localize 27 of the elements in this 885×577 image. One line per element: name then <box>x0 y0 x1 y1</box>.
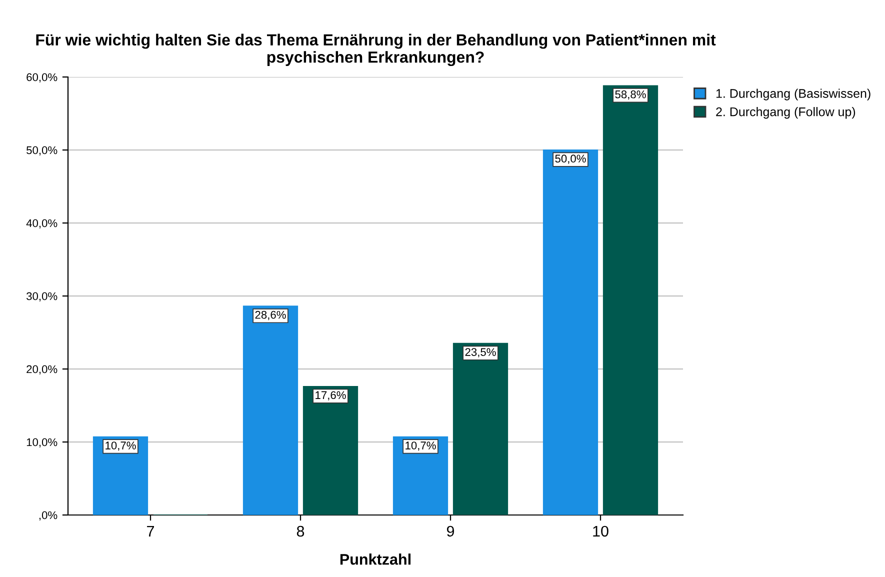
y-tick-label: 10,0% <box>26 438 58 448</box>
data-label: 17,6% <box>316 391 346 400</box>
x-tick-label: 7 <box>147 526 154 536</box>
data-label: 23,5% <box>465 348 496 358</box>
y-tick-label: 30,0% <box>26 292 58 302</box>
x-axis-title: Punktzahl <box>340 554 410 565</box>
x-tick-label: 9 <box>446 526 454 537</box>
data-label: 50,0% <box>555 154 586 164</box>
bar <box>242 306 298 515</box>
y-tick-label: 50,0% <box>26 146 58 156</box>
y-tick-label: ,0% <box>39 511 58 520</box>
x-tick-label: 8 <box>296 526 304 537</box>
bar <box>452 342 508 515</box>
legend-label: 1. Durchgang (Basiswissen) <box>716 88 870 100</box>
y-tick-label: 40,0% <box>26 219 58 228</box>
y-tick-label: 20,0% <box>26 365 58 374</box>
legend-label: 2. Durchgang (Follow up) <box>716 107 856 119</box>
data-label: 58,8% <box>615 90 646 100</box>
bar <box>542 149 598 515</box>
bar <box>302 386 358 515</box>
data-label: 28,6% <box>255 310 286 320</box>
chart-title: Für wie wichtig halten Sie das Thema Ernährung in der Behandlung von Patient*innen mit psychischen Erkrankungen? <box>36 34 716 66</box>
bar <box>602 85 658 515</box>
y-tick-label: 60,0% <box>26 73 58 82</box>
x-tick-label: 10 <box>593 526 608 537</box>
data-label: 10,7% <box>106 442 136 451</box>
data-label: 10,7% <box>406 442 436 451</box>
